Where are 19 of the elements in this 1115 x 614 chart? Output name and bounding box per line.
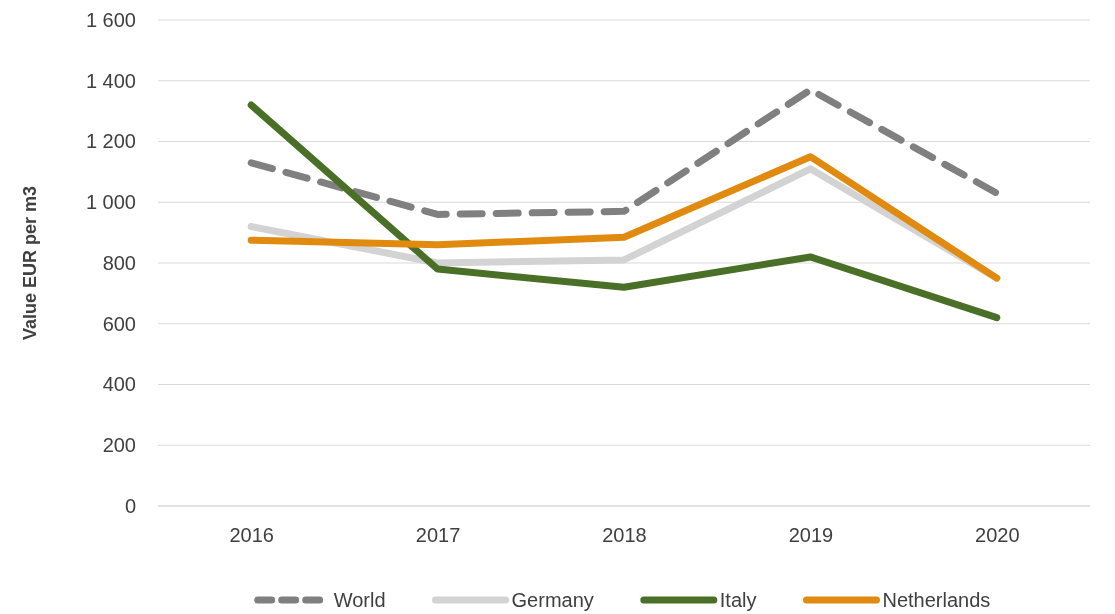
legend-label: Netherlands [882,589,991,611]
y-tick-label: 1 400 [85,69,136,92]
legend-label: Italy [719,589,757,611]
x-tick-label: 2016 [229,524,274,547]
y-axis-title: Value EUR per m3 [20,185,40,341]
y-tick-label: 1 000 [85,191,136,214]
x-tick-label: 2017 [415,524,461,547]
y-tick-label: 1 200 [85,130,136,153]
y-tick-label: 800 [102,251,136,274]
y-tick-label: 600 [102,312,136,335]
x-tick-label: 2019 [788,524,834,547]
x-tick-label: 2018 [602,524,647,547]
x-tick-label: 2020 [975,524,1020,547]
legend-label: World [333,589,386,611]
legend-label: Germany [511,589,594,611]
y-tick-label: 200 [102,434,136,457]
y-tick-label: 1 600 [85,8,136,31]
y-tick-label: 400 [102,373,136,396]
y-tick-label: 0 [124,494,136,517]
